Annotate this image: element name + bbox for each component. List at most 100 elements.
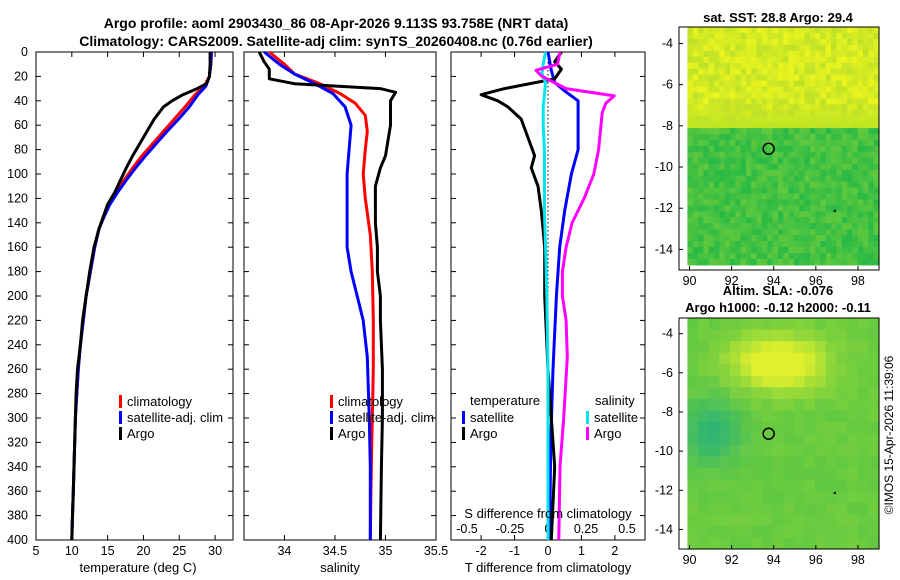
map-cell <box>687 122 694 129</box>
map-cell <box>825 479 838 492</box>
map-cell <box>698 479 710 492</box>
x-tick-label: 35 <box>379 544 393 558</box>
map-cell <box>692 98 699 105</box>
map-cell <box>809 205 816 212</box>
map-cell <box>868 223 875 230</box>
map-cell <box>761 187 768 195</box>
map-cell <box>719 502 731 515</box>
map-cell <box>793 56 800 64</box>
map-cell <box>852 252 859 260</box>
map-cell <box>745 187 752 195</box>
map-cell <box>703 157 710 165</box>
map-cell <box>719 134 726 141</box>
map-cell <box>852 229 859 236</box>
map-cell <box>708 421 720 435</box>
map-cell <box>767 252 774 260</box>
map-cell <box>692 199 699 206</box>
map-cell <box>703 68 710 76</box>
map-cell <box>836 199 843 206</box>
map-cell <box>815 62 822 70</box>
map-cell <box>847 229 853 236</box>
map-cell <box>777 169 784 177</box>
map-cell <box>847 139 853 147</box>
map-cell <box>698 68 704 76</box>
map-cell <box>703 211 710 218</box>
map-cell <box>820 163 827 171</box>
map-cell <box>809 223 816 230</box>
map-cell <box>772 104 779 111</box>
map-cell <box>756 181 763 189</box>
map-cell <box>687 223 694 230</box>
map-cell <box>793 229 800 236</box>
map-cell <box>761 32 768 40</box>
map-cell <box>841 193 848 201</box>
map-cell <box>692 169 699 177</box>
map-cell <box>841 199 848 206</box>
map-cell <box>687 27 694 34</box>
map-cell <box>863 241 869 248</box>
map-cell <box>703 62 710 70</box>
map-cell <box>698 62 704 70</box>
map-cell <box>841 217 848 224</box>
map-cell <box>868 86 875 94</box>
map-cell <box>708 122 715 129</box>
map-cell <box>729 537 742 550</box>
map-cell <box>863 247 869 254</box>
depth-tick-label: 100 <box>7 167 28 181</box>
map-cell <box>761 157 768 165</box>
map-cell <box>703 223 710 230</box>
map-cell <box>815 223 822 230</box>
map-cell <box>772 145 779 153</box>
map-cell <box>698 32 704 40</box>
map-cell <box>857 38 864 46</box>
map-cell <box>841 187 848 195</box>
map-cell <box>783 387 795 400</box>
map-cell <box>777 187 784 195</box>
map-cell <box>772 502 784 515</box>
map-cell <box>857 491 869 504</box>
map-cell <box>745 38 752 46</box>
map-cell <box>740 364 752 377</box>
map-cell <box>788 187 795 195</box>
map-cell <box>841 80 848 88</box>
map-cell <box>724 27 731 34</box>
map-cell <box>815 122 822 129</box>
map-cell <box>740 211 747 218</box>
map-cell <box>857 169 864 177</box>
map-cell <box>815 258 822 266</box>
map-cell <box>799 145 806 153</box>
map-cell <box>836 375 848 388</box>
map-cell <box>847 199 853 206</box>
map-y-tick-label: -8 <box>662 405 673 419</box>
map-cell <box>772 341 784 354</box>
map-cell <box>863 193 869 201</box>
map-cell <box>714 92 720 99</box>
legend-label-argo: Argo <box>127 426 154 441</box>
map-cell <box>761 229 768 236</box>
map-cell <box>698 375 710 388</box>
map-cell <box>847 56 853 64</box>
map-cell <box>783 468 795 481</box>
map-cell <box>831 252 838 260</box>
map-cell <box>783 86 790 94</box>
map-cell <box>815 241 822 248</box>
map-cell <box>761 116 768 123</box>
map-cell <box>772 74 779 82</box>
map-cell <box>804 525 816 539</box>
map-cell <box>692 139 699 147</box>
map-cell <box>857 235 864 242</box>
map-cell <box>740 502 752 515</box>
map-cell <box>698 157 704 165</box>
map-cell <box>729 341 742 354</box>
map-cell <box>815 375 827 388</box>
map-cell <box>708 134 715 141</box>
map-cell <box>692 247 699 254</box>
map-cell <box>799 151 806 159</box>
map-cell <box>708 32 715 40</box>
map-cell <box>714 38 720 46</box>
map-cell <box>804 318 816 331</box>
map-cell <box>729 27 736 34</box>
map-cell <box>831 62 838 70</box>
map-cell <box>852 205 859 212</box>
map-cell <box>847 157 853 165</box>
